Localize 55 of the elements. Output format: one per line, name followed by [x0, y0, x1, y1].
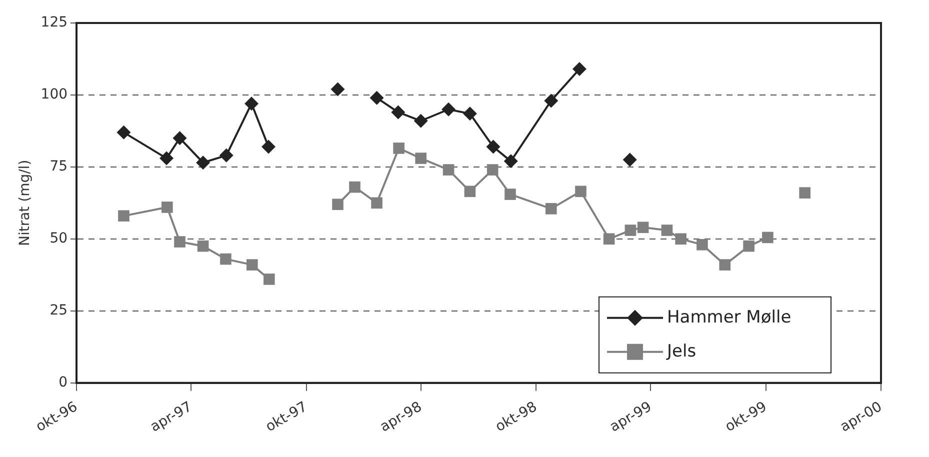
point	[442, 102, 456, 116]
point	[196, 156, 210, 170]
point	[220, 253, 232, 265]
point	[330, 82, 345, 96]
point	[370, 90, 384, 105]
point	[172, 131, 187, 146]
point	[332, 198, 344, 210]
legend-label: Hammer Mølle	[667, 307, 792, 328]
point	[603, 233, 615, 245]
point	[675, 233, 686, 245]
point	[118, 210, 130, 222]
point	[504, 188, 516, 200]
y-tick-label: 75	[50, 158, 68, 175]
point	[696, 239, 708, 250]
point	[244, 96, 259, 111]
y-axis-title: Nitrat (mg/l)	[17, 160, 34, 246]
point	[486, 164, 498, 176]
point	[174, 236, 186, 248]
point	[391, 105, 406, 120]
point	[544, 94, 558, 108]
y-tick-label: 0	[58, 374, 68, 390]
y-tick-label: 100	[40, 86, 68, 103]
y-tick-label: 125	[40, 14, 68, 31]
point	[246, 259, 258, 270]
point	[263, 274, 275, 285]
y-tick-label: 50	[50, 230, 68, 247]
point	[160, 151, 174, 166]
point	[637, 222, 649, 234]
point	[442, 164, 454, 176]
point	[219, 148, 234, 162]
point	[572, 62, 586, 76]
point	[349, 181, 360, 193]
point	[393, 142, 404, 154]
point	[504, 154, 518, 168]
point	[162, 202, 173, 213]
point	[622, 152, 637, 167]
point	[262, 140, 276, 154]
y-tick-label: 25	[50, 302, 68, 319]
point	[799, 187, 810, 199]
point	[762, 232, 774, 244]
point	[486, 140, 500, 154]
point	[743, 240, 754, 252]
point	[197, 240, 209, 252]
point	[371, 197, 382, 209]
point	[116, 125, 131, 140]
point	[462, 106, 477, 121]
point	[575, 186, 586, 198]
point	[624, 224, 636, 236]
point	[464, 186, 476, 198]
point	[414, 114, 428, 128]
point	[545, 203, 557, 214]
point	[719, 259, 731, 270]
point	[415, 152, 427, 164]
point	[661, 224, 673, 236]
legend-label: Jels	[666, 341, 696, 362]
